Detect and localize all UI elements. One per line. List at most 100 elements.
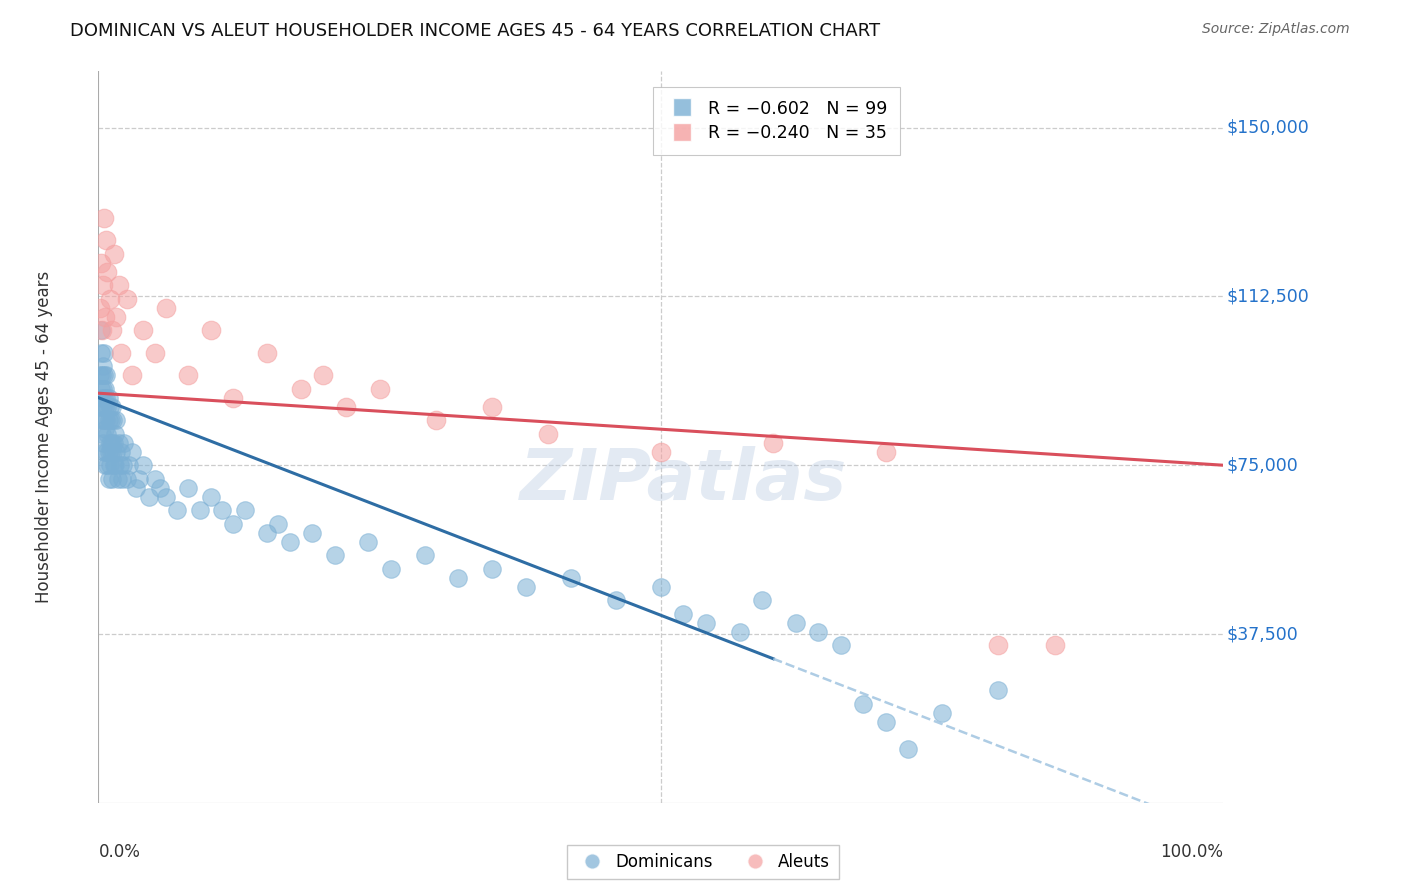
Point [605, 593, 627, 607]
Point [875, 714, 897, 729]
Point [91, 435, 114, 450]
Point [103, 435, 125, 450]
Point [90, 391, 112, 405]
Point [323, 548, 346, 562]
Point [103, 246, 125, 260]
Legend: Dominicans, Aleuts: Dominicans, Aleuts [568, 845, 838, 880]
Point [138, 490, 160, 504]
Point [875, 444, 897, 458]
Point [357, 534, 380, 549]
Point [89, 400, 111, 414]
Point [256, 345, 278, 359]
Point [368, 382, 391, 396]
Point [132, 458, 155, 473]
Point [105, 413, 128, 427]
Point [728, 624, 751, 639]
Point [897, 741, 920, 756]
Point [93, 211, 115, 225]
Point [101, 472, 124, 486]
Point [90, 382, 112, 396]
Point [105, 310, 128, 324]
Point [107, 278, 129, 293]
Point [94, 422, 117, 436]
Point [101, 413, 124, 427]
Point [762, 435, 785, 450]
Text: $75,000: $75,000 [1226, 456, 1298, 475]
Point [98, 292, 121, 306]
Text: 100.0%: 100.0% [1160, 843, 1223, 861]
Point [108, 458, 131, 473]
Point [94, 310, 117, 324]
Point [447, 571, 470, 585]
Point [100, 413, 122, 427]
Point [90, 323, 112, 337]
Point [155, 301, 177, 315]
Point [101, 323, 124, 337]
Point [112, 458, 135, 473]
Text: $37,500: $37,500 [1226, 625, 1298, 643]
Point [93, 444, 115, 458]
Point [1043, 638, 1066, 652]
Point [695, 615, 717, 630]
Point [90, 345, 112, 359]
Point [267, 516, 290, 531]
Point [413, 548, 436, 562]
Point [121, 444, 143, 458]
Point [132, 323, 155, 337]
Point [222, 516, 245, 531]
Point [96, 426, 118, 441]
Point [97, 444, 120, 458]
Point [830, 638, 852, 652]
Point [103, 458, 125, 473]
Point [785, 615, 807, 630]
Point [112, 435, 135, 450]
Point [143, 472, 166, 486]
Text: Householder Income Ages 45 - 64 years: Householder Income Ages 45 - 64 years [35, 271, 53, 603]
Point [111, 472, 134, 486]
Point [115, 292, 138, 306]
Point [93, 391, 115, 405]
Point [94, 400, 117, 414]
Point [98, 400, 121, 414]
Point [222, 391, 245, 405]
Point [94, 382, 117, 396]
Point [177, 368, 200, 383]
Point [124, 481, 146, 495]
Text: DOMINICAN VS ALEUT HOUSEHOLDER INCOME AGES 45 - 64 YEARS CORRELATION CHART: DOMINICAN VS ALEUT HOUSEHOLDER INCOME AG… [70, 22, 880, 40]
Point [278, 534, 301, 549]
Point [481, 400, 503, 414]
Point [256, 525, 278, 540]
Point [121, 368, 143, 383]
Point [537, 426, 560, 441]
Point [97, 413, 120, 427]
Point [96, 368, 118, 383]
Point [200, 323, 222, 337]
Point [93, 413, 115, 427]
Point [97, 391, 120, 405]
Point [143, 345, 166, 359]
Point [93, 345, 115, 359]
Point [107, 472, 129, 486]
Point [94, 458, 117, 473]
Point [931, 706, 953, 720]
Point [90, 368, 112, 383]
Point [97, 472, 120, 486]
Point [211, 503, 233, 517]
Point [90, 426, 112, 441]
Point [751, 593, 773, 607]
Point [290, 382, 312, 396]
Point [335, 400, 357, 414]
Point [96, 458, 118, 473]
Point [188, 503, 211, 517]
Point [107, 435, 129, 450]
Text: 0.0%: 0.0% [98, 843, 141, 861]
Point [110, 444, 132, 458]
Point [101, 444, 124, 458]
Point [98, 435, 121, 450]
Point [177, 481, 200, 495]
Point [166, 503, 188, 517]
Point [852, 697, 875, 711]
Point [380, 562, 402, 576]
Point [100, 444, 122, 458]
Point [155, 490, 177, 504]
